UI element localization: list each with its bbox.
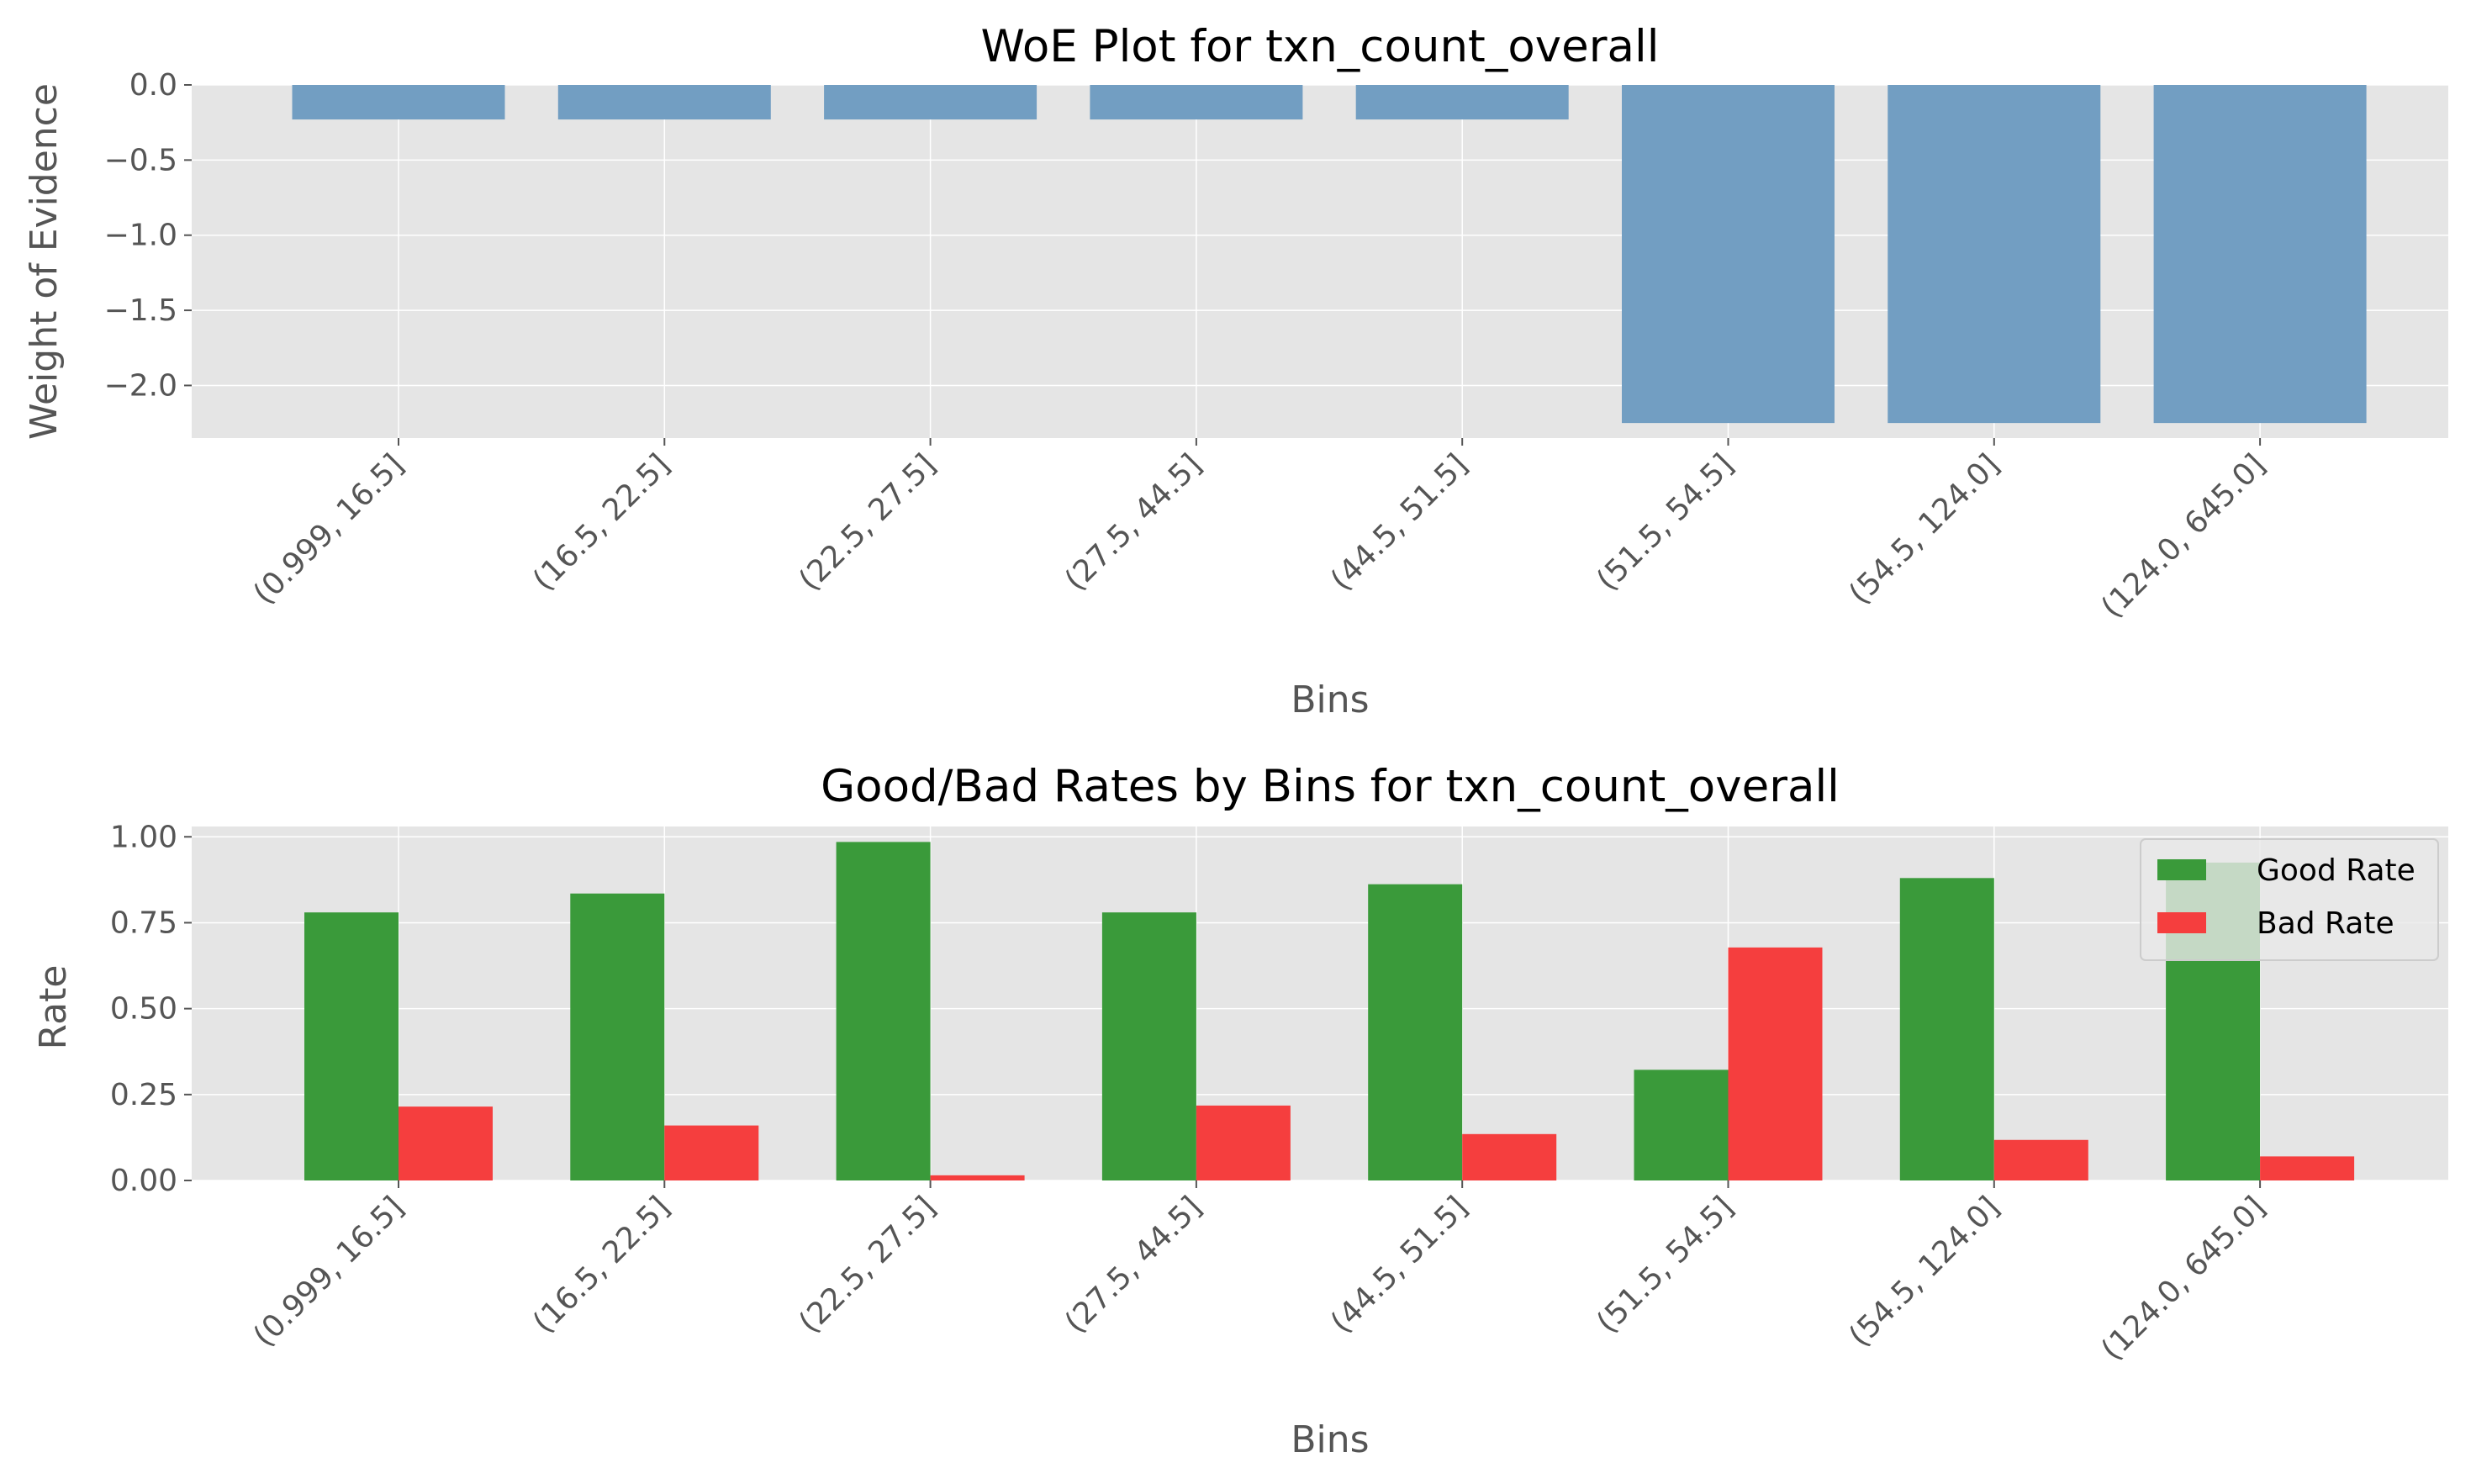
rates-plot-area (192, 826, 2448, 1180)
bad-rate-bar-22-5-27-5 (930, 1175, 1025, 1180)
woe-bar-22-5-27-5 (824, 85, 1037, 120)
rates-x-tick-label: (54.5, 124.0] (1843, 1190, 2007, 1354)
woe-bar-54-5-124-0 (1887, 85, 2101, 424)
good-rate-bar-16-5-22-5 (570, 893, 665, 1180)
bad-rate-bar-27-5-44-5 (1196, 1105, 1291, 1180)
woe-x-tick-label: (16.5, 22.5] (526, 447, 676, 597)
bad-rate-bar-0-999-16-5 (399, 1106, 493, 1180)
rates-x-tick-label: (51.5, 54.5] (1590, 1190, 1740, 1339)
rates-y-tick-label: 0.00 (110, 1164, 177, 1198)
rates-chart-title: Good/Bad Rates by Bins for txn_count_ove… (821, 761, 1840, 812)
woe-y-tick-label: 0.0 (129, 68, 177, 103)
rates-y-tick-label: 1.00 (110, 820, 177, 854)
bad-rate-bar-44-5-51-5 (1462, 1133, 1557, 1180)
rates-y-tick-label: 0.75 (110, 906, 177, 940)
woe-x-tick-label: (54.5, 124.0] (1843, 447, 2007, 611)
bad-rate-bar-51-5-54-5 (1728, 947, 1823, 1180)
woe-x-tick-label: (124.0, 645.0] (2095, 447, 2273, 625)
rates-x-tick-label: (22.5, 27.5] (793, 1190, 942, 1339)
rates-x-tick-label: (0.999, 16.5] (247, 1190, 411, 1354)
woe-bar-44-5-51-5 (1355, 85, 1569, 120)
rates-y-tick-label: 0.25 (110, 1078, 177, 1112)
good-rate-bar-22-5-27-5 (836, 842, 931, 1180)
legend-label-bad-rate: Bad Rate (2257, 906, 2394, 941)
woe-x-tick-label: (51.5, 54.5] (1590, 447, 1740, 597)
woe-x-tick-label: (0.999, 16.5] (247, 447, 411, 611)
good-rate-bar-54-5-124-0 (1899, 878, 1994, 1180)
rates-x-tick-label: (27.5, 44.5] (1059, 1190, 1208, 1339)
woe-chart: 0.0 −0.5 −1.0 −1.5 −2.0 (0.999, 16.5] (16.5, … (23, 21, 2448, 721)
rates-x-axis-label: Bins (1291, 1418, 1369, 1461)
bad-rate-bar-16-5-22-5 (664, 1125, 759, 1180)
woe-bar-16-5-22-5 (557, 85, 771, 120)
rates-x-tick-label: (124.0, 645.0] (2095, 1190, 2273, 1367)
rates-y-axis-label: Rate (32, 965, 75, 1050)
legend: Good Rate Bad Rate (2140, 838, 2439, 961)
woe-y-tick-label: −1.0 (104, 219, 177, 253)
woe-y-tick-label: −2.0 (104, 368, 177, 403)
woe-bar-0-999-16-5 (292, 85, 505, 120)
woe-x-axis-label: Bins (1291, 679, 1369, 721)
good-rate-bar-44-5-51-5 (1368, 884, 1463, 1180)
good-rate-bar-27-5-44-5 (1101, 912, 1196, 1180)
woe-x-tick-label: (27.5, 44.5] (1059, 447, 1208, 597)
legend-swatch-bad-rate (2157, 912, 2206, 933)
bad-rate-bar-124-0-645-0 (2260, 1156, 2355, 1180)
rates-x-tick-label: (16.5, 22.5] (526, 1190, 676, 1339)
woe-y-axis-label: Weight of Evidence (23, 83, 66, 440)
bad-rate-bar-54-5-124-0 (1993, 1139, 2088, 1180)
legend-label-good-rate: Good Rate (2257, 853, 2415, 888)
woe-y-tick-label: −1.5 (104, 293, 177, 328)
rates-y-tick-label: 0.50 (110, 992, 177, 1027)
legend-swatch-good-rate (2157, 859, 2206, 880)
rates-x-tick-label: (44.5, 51.5] (1324, 1190, 1474, 1339)
woe-y-tick-label: −0.5 (104, 143, 177, 177)
woe-bar-27-5-44-5 (1090, 85, 1303, 120)
good-rate-bar-51-5-54-5 (1634, 1069, 1729, 1180)
woe-bar-124-0-645-0 (2153, 85, 2367, 424)
woe-bar-51-5-54-5 (1622, 85, 1835, 424)
woe-x-tick-label: (22.5, 27.5] (793, 447, 942, 597)
rates-chart: 0.00 0.25 0.50 0.75 1.00 (0.999, 16.5] (16.5,… (32, 761, 2448, 1461)
good-rate-bar-0-999-16-5 (304, 912, 399, 1180)
woe-x-tick-label: (44.5, 51.5] (1324, 447, 1474, 597)
woe-chart-title: WoE Plot for txn_count_overall (981, 21, 1660, 72)
legend-box (2140, 838, 2439, 961)
